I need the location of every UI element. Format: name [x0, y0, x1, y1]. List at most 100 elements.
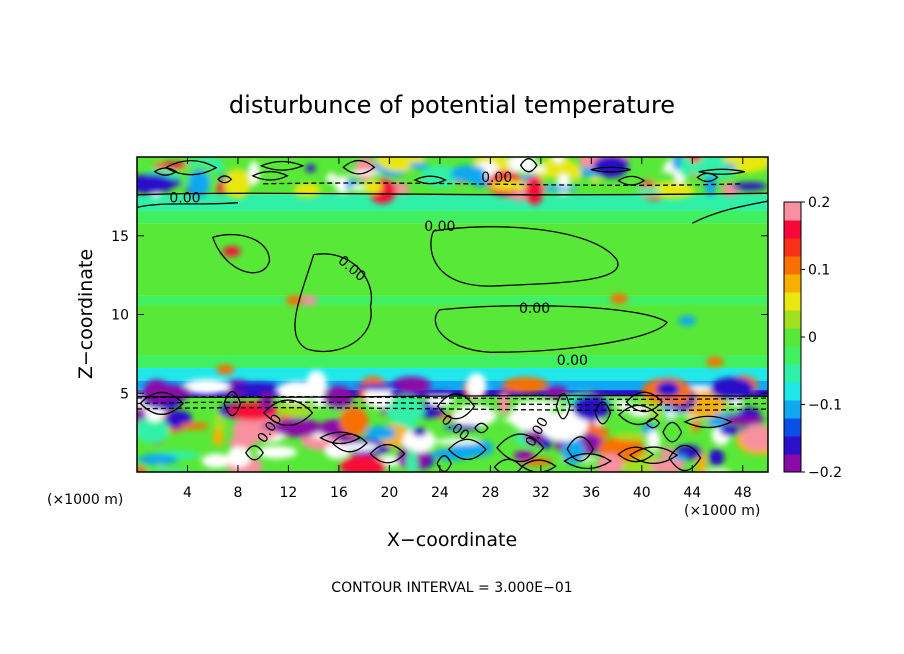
colorbar-swatch-1	[784, 436, 801, 455]
contour-42	[251, 170, 289, 181]
lower-blob-98	[431, 448, 473, 461]
upper-blob-29	[544, 157, 571, 179]
contour-0	[137, 192, 768, 196]
contour-31	[555, 392, 571, 420]
contour-label-2: 0.00	[424, 219, 455, 235]
x-tick-label-5: 24	[431, 485, 449, 501]
lower-blob-128	[741, 424, 768, 451]
contour-lines	[137, 158, 768, 472]
lower-blob-69	[513, 450, 535, 461]
contour-32	[436, 455, 452, 472]
y-tick-label-2: 15	[111, 229, 129, 245]
upper-blob-34	[650, 171, 677, 186]
colorbar-swatch-6	[784, 346, 801, 365]
upper-blob-67	[224, 168, 251, 199]
lower-blob-117	[720, 425, 739, 437]
spot-2	[285, 295, 304, 306]
contour-7	[691, 200, 768, 224]
lower-blob-81	[722, 415, 766, 425]
contour-46	[590, 166, 631, 173]
x-tick-label-1: 8	[233, 485, 242, 501]
interface-blob-20	[182, 379, 230, 395]
interface-blob-19	[323, 385, 354, 410]
x-tick-label-4: 20	[380, 485, 398, 501]
chart-title: disturbunce of potential temperature	[229, 91, 675, 119]
x-tick-label-11: 48	[734, 485, 752, 501]
upper-blob-39	[450, 165, 487, 183]
upper-blob-61	[363, 179, 382, 194]
contour-6	[137, 202, 239, 209]
contour-dashed-0	[137, 395, 768, 400]
lower-blob-133	[339, 406, 369, 437]
interface-blob-26	[502, 377, 549, 393]
field-band-7	[137, 368, 768, 381]
x-tick-label-8: 36	[582, 485, 600, 501]
colorbar-swatch-11	[784, 256, 801, 275]
contour-34	[319, 431, 362, 445]
upper-blob-64	[137, 173, 175, 194]
interface-blob-4	[710, 377, 754, 400]
lower-blob-76	[719, 404, 742, 414]
contour-interval-text: CONTOUR INTERVAL = 3.000E−01	[331, 580, 572, 596]
colorbar-swatch-0	[784, 454, 801, 473]
interface-blob-15	[544, 386, 569, 399]
colorbar-tick-label-1: 0.1	[808, 263, 830, 279]
colorbar-swatch-3	[784, 400, 801, 419]
contour-label-4: 0.00	[557, 353, 588, 369]
contour-18	[331, 433, 368, 453]
lower-blob-97	[365, 425, 397, 441]
colorbar-swatch-9	[784, 292, 801, 311]
color-field	[137, 157, 768, 472]
contour-26	[566, 436, 595, 462]
lower-blob-34	[708, 448, 725, 467]
x-tick-label-6: 28	[481, 485, 499, 501]
colorbar-swatch-13	[784, 220, 801, 239]
upper-blob-59	[593, 157, 630, 178]
contour-41	[164, 160, 218, 176]
upper-blob-56	[408, 162, 430, 170]
upper-blob-41	[553, 157, 564, 163]
lower-blob-84	[342, 443, 379, 451]
lower-blob-130	[596, 453, 624, 472]
contour-17	[520, 459, 557, 472]
y-tick-label-1: 10	[111, 308, 129, 324]
contour-45	[698, 168, 746, 175]
contour-29	[262, 399, 314, 427]
interface-blob-29	[656, 381, 680, 397]
contour-dashed-1	[137, 401, 768, 406]
contour-label-1: 0.00	[481, 170, 512, 186]
x-tick-label-7: 32	[532, 485, 550, 501]
contour-49	[519, 158, 538, 173]
contour-3	[434, 305, 668, 353]
contour-label-0: 0.00	[169, 191, 200, 207]
contour-5	[211, 233, 271, 274]
contour-20	[436, 393, 476, 420]
interface-blob-1	[423, 391, 454, 397]
x-unit-left: (×1000 m)	[47, 492, 123, 508]
colorbar-swatch-7	[784, 328, 801, 347]
contour-40	[696, 172, 719, 183]
contour-dashed-2	[137, 406, 768, 412]
contour-dashed-top	[263, 182, 743, 186]
contour-2	[430, 226, 619, 287]
colorbar-swatch-10	[784, 274, 801, 293]
upper-blob-24	[731, 182, 768, 191]
x-axis: 4 8 12 16 20 24 28 32 36 40 44 48	[183, 157, 752, 501]
interface-blob-28	[353, 383, 404, 391]
x-tick-label-10: 44	[683, 485, 701, 501]
contour-43	[259, 160, 305, 171]
contour-44	[153, 167, 178, 176]
lower-blob-112	[498, 391, 510, 415]
contour-16	[662, 421, 683, 443]
field-band-1	[137, 194, 768, 211]
contour-35	[139, 391, 184, 415]
lower-blob-56	[339, 454, 386, 472]
lower-blob-136	[212, 428, 224, 447]
upper-blob-60	[489, 180, 530, 191]
contour-21	[223, 390, 242, 417]
contour-51	[617, 175, 646, 186]
lower-blob-111	[452, 404, 496, 427]
lower-blob-85	[147, 468, 193, 472]
upper-blob-8	[420, 165, 461, 188]
